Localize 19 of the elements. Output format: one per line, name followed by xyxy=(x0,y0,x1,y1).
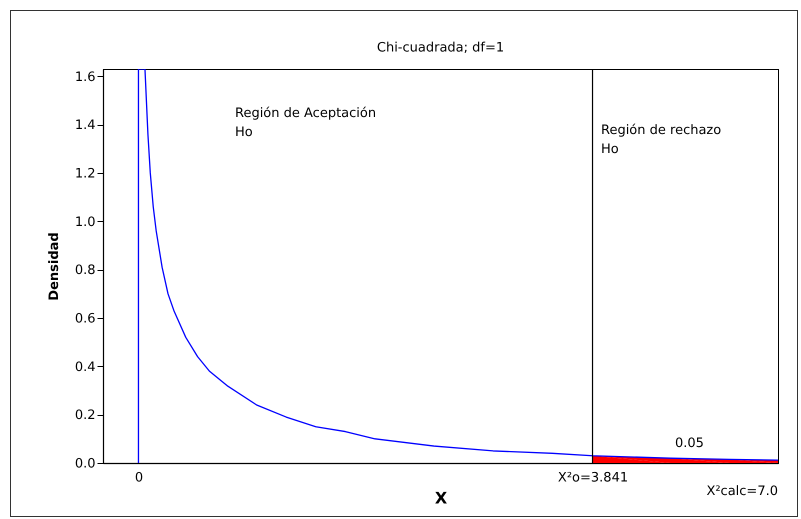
annotation: Región de rechazo Ho xyxy=(601,123,722,157)
x-tick-label: 0 xyxy=(134,470,144,486)
x-axis-title: X xyxy=(434,488,448,508)
y-tick-label: 0.6 xyxy=(74,311,96,326)
y-tick-label: 0.2 xyxy=(74,408,96,424)
y-tick-label: 1.0 xyxy=(74,214,96,230)
annotation: Región de Aceptación Ho xyxy=(235,106,376,140)
line-series xyxy=(138,69,778,463)
y-axis-title: Densidad xyxy=(46,232,62,301)
y-tick-label: 0.4 xyxy=(74,360,96,375)
text: X²calc=7.0 xyxy=(706,484,778,499)
y-tick-label: 0.8 xyxy=(74,263,96,278)
y-tick-label: 1.2 xyxy=(74,166,96,182)
chart-title: Chi-cuadrada; df=1 xyxy=(376,40,504,56)
y-tick-label: 1.4 xyxy=(74,118,96,134)
x-tick-label: X²o=3.841 xyxy=(558,470,628,486)
annotation: 0.05 xyxy=(675,436,704,451)
y-tick-label: 0.0 xyxy=(74,456,96,472)
y-tick-label: 1.6 xyxy=(74,70,96,85)
